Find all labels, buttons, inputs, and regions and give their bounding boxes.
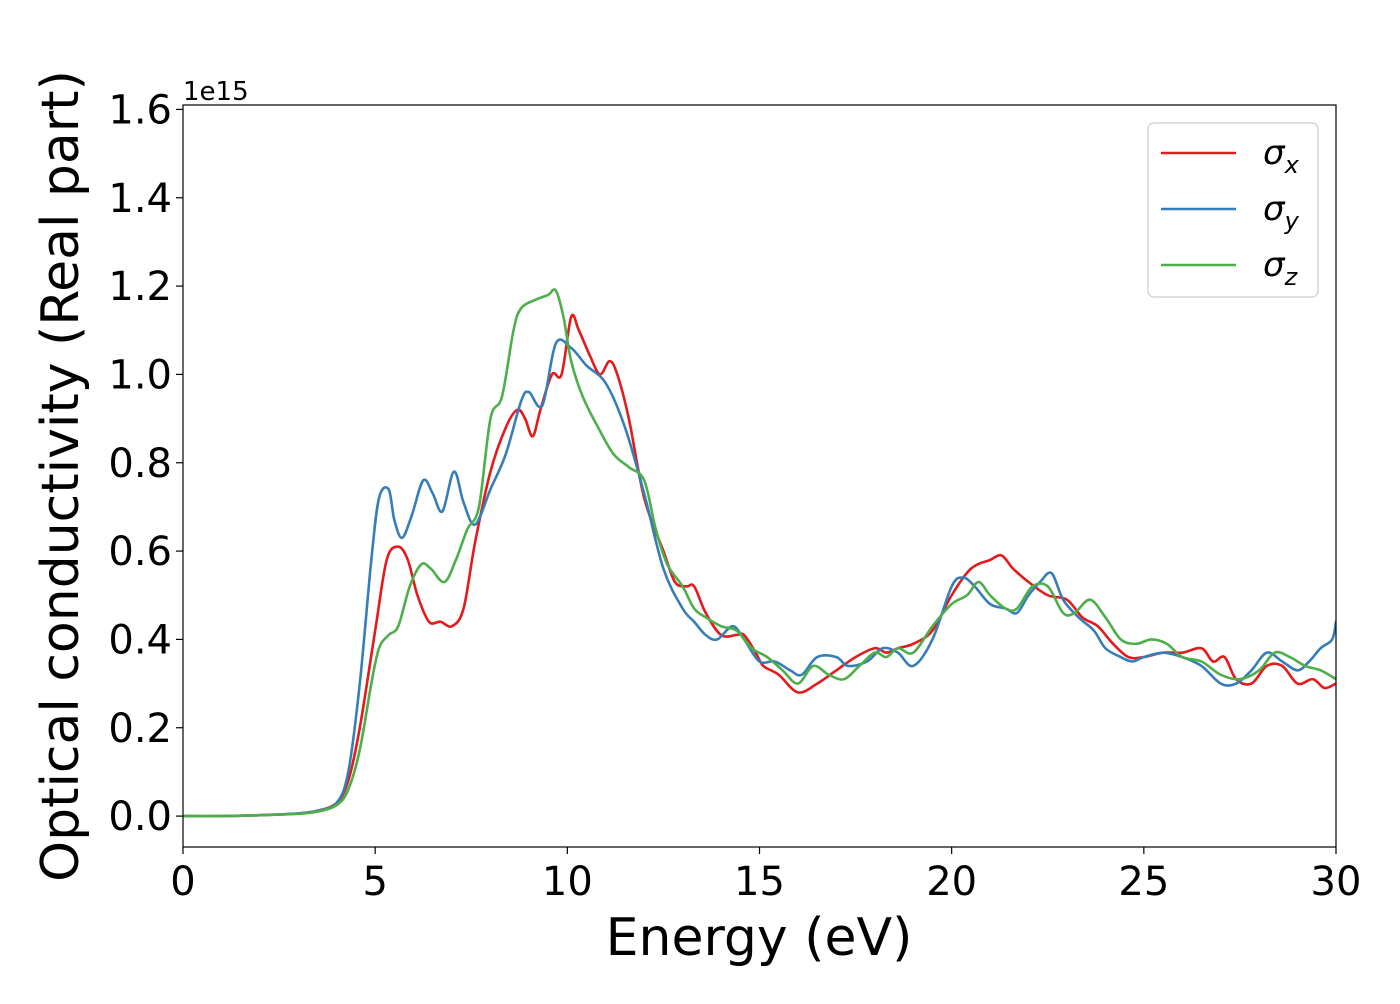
x-tick-label: 5 <box>362 859 387 905</box>
y-tick-label: 1.6 <box>108 87 172 133</box>
x-axis-title: Energy (eV) <box>606 908 913 968</box>
x-tick-label: 15 <box>734 859 785 905</box>
y-axis-title: Optical conductivity (Real part) <box>31 70 91 882</box>
y-tick-label: 0.6 <box>108 529 172 575</box>
x-tick-label: 25 <box>1118 859 1169 905</box>
series-line-y <box>183 338 1336 818</box>
y-tick-label: 1.2 <box>108 264 172 310</box>
x-tick-label: 20 <box>926 859 977 905</box>
series-line-x <box>183 313 1336 818</box>
y-tick-label: 0.0 <box>108 794 172 840</box>
y-axis-ticks: 0.0 0.2 0.4 0.6 0.8 1.0 1.2 1.4 1.6 <box>108 87 183 840</box>
legend-label-z: σz <box>1263 245 1299 291</box>
series-layer <box>183 288 1336 818</box>
y-tick-label: 1.0 <box>108 352 172 398</box>
series-line-z <box>183 288 1336 818</box>
x-tick-label: 10 <box>542 859 593 905</box>
x-tick-label: 0 <box>170 859 195 905</box>
y-tick-label: 0.8 <box>108 441 172 487</box>
y-tick-label: 1.4 <box>108 176 172 222</box>
y-tick-label: 0.2 <box>108 706 172 752</box>
x-tick-label: 30 <box>1311 859 1362 905</box>
x-axis-ticks: 0 5 10 15 20 25 30 <box>170 847 1361 905</box>
y-tick-label: 0.4 <box>108 617 172 663</box>
y-offset-label: 1e15 <box>183 77 249 107</box>
